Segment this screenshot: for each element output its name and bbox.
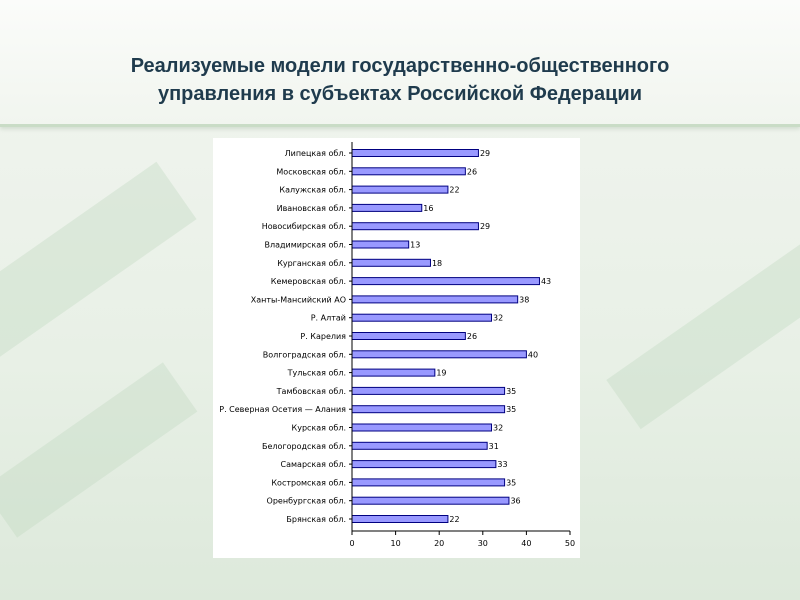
category-label: Липецкая обл. [285, 149, 346, 158]
bar [351, 478, 506, 487]
data-label: 29 [480, 222, 490, 231]
data-label: 35 [506, 387, 516, 396]
category-label: Брянская обл. [286, 515, 346, 524]
bar [351, 423, 493, 432]
header-band [0, 0, 800, 127]
data-label: 43 [541, 277, 551, 286]
chart-panel: Липецкая обл. 29 Московская обл. 26 Калужска… [213, 138, 580, 558]
category-label: Тульская обл. [287, 369, 346, 378]
category-label: Калужская обл. [279, 186, 346, 195]
x-tick-label: 0 [349, 539, 354, 548]
data-label: 13 [410, 241, 420, 250]
category-label: Новосибирская обл. [262, 222, 346, 231]
bar [351, 149, 479, 157]
data-label: 38 [519, 295, 529, 304]
data-label: 29 [480, 149, 490, 158]
category-label: Кемеровская обл. [271, 277, 346, 286]
category-label: Ханты-Мансийский АО [251, 295, 346, 304]
x-tick-label: 30 [478, 539, 488, 548]
x-tick-label: 20 [434, 539, 444, 548]
bar [351, 515, 449, 523]
category-label: Ивановская обл. [277, 204, 346, 213]
bar [351, 167, 466, 176]
bar [351, 350, 527, 359]
axes-group: 0 10 20 30 40 50 [349, 142, 575, 548]
data-label: 35 [506, 405, 516, 414]
data-label: 40 [528, 350, 538, 359]
data-label: 31 [489, 442, 499, 451]
category-label: Владимирская обл. [264, 241, 346, 250]
category-label: Костромская обл. [271, 478, 346, 487]
bar [351, 496, 510, 505]
data-label: 33 [497, 460, 507, 469]
bar [351, 240, 410, 249]
data-label: 19 [436, 369, 446, 378]
bar [351, 277, 540, 286]
bar [351, 460, 497, 469]
data-label: 16 [423, 204, 433, 213]
x-tick-label: 40 [521, 539, 531, 548]
category-label: Волгоградская обл. [263, 350, 346, 359]
bar [351, 203, 423, 212]
category-label: Тамбовская обл. [276, 387, 346, 396]
category-label: Курская обл. [292, 424, 346, 433]
bar [351, 258, 431, 267]
bar [351, 313, 493, 322]
slide-title-line-2: управления в субъектах Российской Федера… [157, 83, 643, 105]
x-tick-label: 50 [565, 539, 575, 548]
data-label: 22 [449, 186, 459, 195]
data-label: 22 [449, 515, 459, 524]
bar [351, 368, 436, 377]
data-label: 36 [510, 497, 520, 506]
category-label: Курганская обл. [277, 259, 346, 268]
category-label: Оренбургская обл. [267, 497, 346, 506]
data-label: 32 [493, 424, 503, 433]
bar-chart: Липецкая обл. 29 Московская обл. 26 Калужска… [219, 142, 575, 548]
background-shape [606, 230, 800, 430]
data-label: 26 [467, 332, 477, 341]
bar [351, 332, 466, 340]
slide-title-line-1: Реализуемые модели государственно-общест… [130, 55, 670, 77]
bars-group: Липецкая обл. 29 Московская обл. 26 Калужска… [219, 149, 551, 524]
category-label: Самарская обл. [281, 460, 346, 469]
category-label: Московская обл. [276, 167, 346, 176]
category-label: Р. Карелия [300, 332, 346, 341]
category-label: Р. Северная Осетия — Алания [219, 405, 346, 414]
bar [351, 405, 506, 414]
bar [351, 295, 519, 304]
data-label: 26 [467, 167, 477, 176]
data-label: 32 [493, 314, 503, 323]
bar [351, 222, 479, 231]
bar [351, 386, 506, 395]
slide-title: Реализуемые модели государственно-общест… [40, 52, 760, 108]
category-label: Белогородская обл. [262, 442, 346, 451]
category-label: Р. Алтай [311, 314, 346, 323]
data-label: 35 [506, 478, 516, 487]
bar [351, 441, 488, 450]
bar [351, 185, 449, 194]
data-label: 18 [432, 259, 442, 268]
x-tick-label: 10 [391, 539, 401, 548]
background-shape [0, 161, 197, 369]
background-shape [0, 362, 198, 538]
